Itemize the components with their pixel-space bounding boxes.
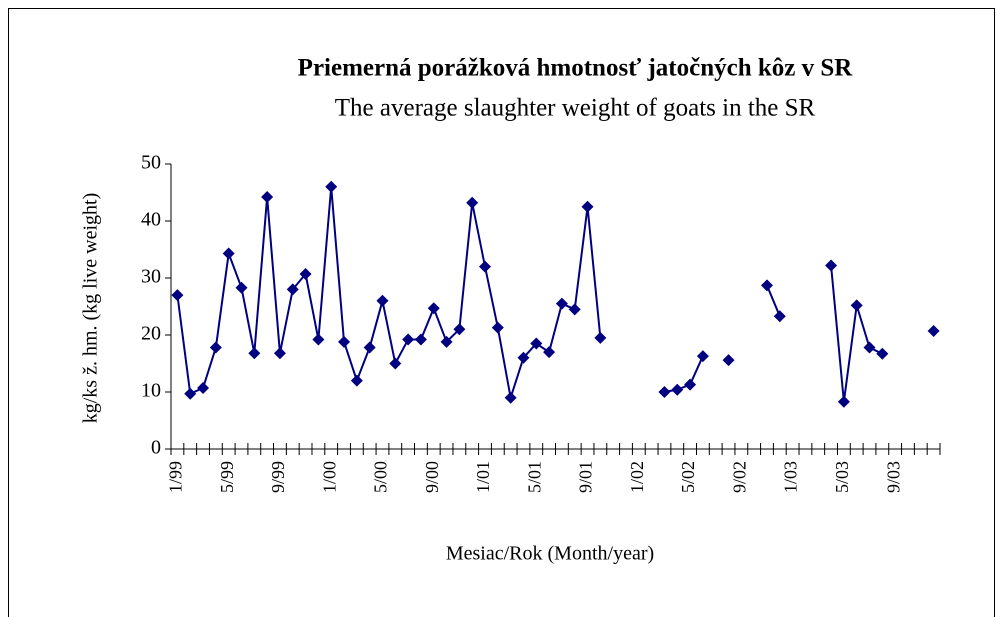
series-line	[664, 355, 704, 393]
data-marker	[876, 347, 889, 360]
chart-frame	[8, 8, 995, 617]
data-marker	[338, 335, 351, 348]
x-tick-label: 9/03	[883, 461, 903, 493]
x-axis-label: Mesiac/Rok (Month/year)	[446, 543, 654, 565]
y-tick-label: 20	[141, 323, 161, 345]
data-marker	[773, 310, 786, 323]
chart-title: Priemerná porážková hmotnosť jatočných k…	[298, 55, 854, 82]
x-tick-label: 5/03	[832, 461, 852, 493]
x-tick-label: 1/00	[319, 461, 339, 493]
data-marker	[350, 374, 363, 387]
y-tick-label: 10	[141, 380, 161, 402]
data-marker	[530, 337, 543, 350]
x-tick-label: 5/02	[678, 461, 698, 493]
data-marker	[543, 346, 556, 359]
data-marker	[376, 294, 389, 307]
data-marker	[479, 260, 492, 273]
data-marker	[440, 335, 453, 348]
data-marker	[466, 196, 479, 209]
x-tick-label: 1/02	[627, 461, 647, 493]
data-marker	[696, 350, 709, 363]
x-tick-label: 1/01	[473, 461, 493, 493]
data-marker	[363, 341, 376, 354]
data-marker	[197, 382, 210, 395]
data-marker	[299, 268, 312, 281]
x-tick-label: 1/03	[781, 461, 801, 493]
data-marker	[581, 200, 594, 213]
data-marker	[760, 279, 773, 292]
series-line	[176, 186, 602, 399]
x-tick-label: 9/01	[576, 461, 596, 493]
data-marker	[402, 333, 415, 346]
y-axis-label: kg/ks ž. hm. (kg live weight)	[80, 193, 102, 424]
y-tick-label: 30	[141, 266, 161, 288]
data-marker	[927, 325, 940, 338]
data-marker	[684, 378, 697, 391]
data-marker	[414, 333, 427, 346]
x-tick-label: 5/99	[217, 461, 237, 493]
data-marker	[555, 297, 568, 310]
data-marker	[273, 347, 286, 360]
series-line	[830, 265, 883, 402]
y-tick-label: 0	[151, 437, 161, 459]
series-line	[766, 285, 781, 317]
x-tick-label: 1/99	[166, 461, 186, 493]
data-marker	[248, 347, 261, 360]
x-tick-label: 9/00	[422, 461, 442, 493]
data-marker	[671, 383, 684, 396]
data-marker	[568, 303, 581, 316]
data-marker	[837, 395, 850, 408]
data-marker	[427, 302, 440, 315]
data-marker	[325, 180, 338, 193]
data-marker	[850, 299, 863, 312]
data-marker	[222, 247, 235, 260]
x-tick-label: 5/00	[371, 461, 391, 493]
data-marker	[235, 281, 248, 294]
data-marker	[453, 323, 466, 336]
chart-subtitle: The average slaughter weight of goats in…	[335, 95, 816, 122]
y-tick-label: 40	[141, 209, 161, 231]
data-marker	[504, 391, 517, 404]
x-tick-label: 5/01	[524, 461, 544, 493]
data-marker	[261, 191, 274, 204]
data-marker	[658, 386, 671, 398]
data-marker	[722, 354, 735, 367]
x-tick-label: 9/02	[729, 461, 749, 493]
data-marker	[312, 333, 325, 346]
data-marker	[863, 341, 876, 354]
data-marker	[171, 289, 184, 302]
data-marker	[491, 321, 504, 334]
data-marker	[184, 387, 197, 400]
data-marker	[594, 331, 607, 344]
data-marker	[825, 259, 838, 272]
data-marker	[209, 341, 222, 354]
data-marker	[517, 351, 530, 364]
data-marker	[389, 357, 402, 370]
x-tick-label: 9/99	[268, 461, 288, 493]
data-marker	[286, 283, 299, 296]
y-tick-label: 50	[141, 152, 161, 174]
